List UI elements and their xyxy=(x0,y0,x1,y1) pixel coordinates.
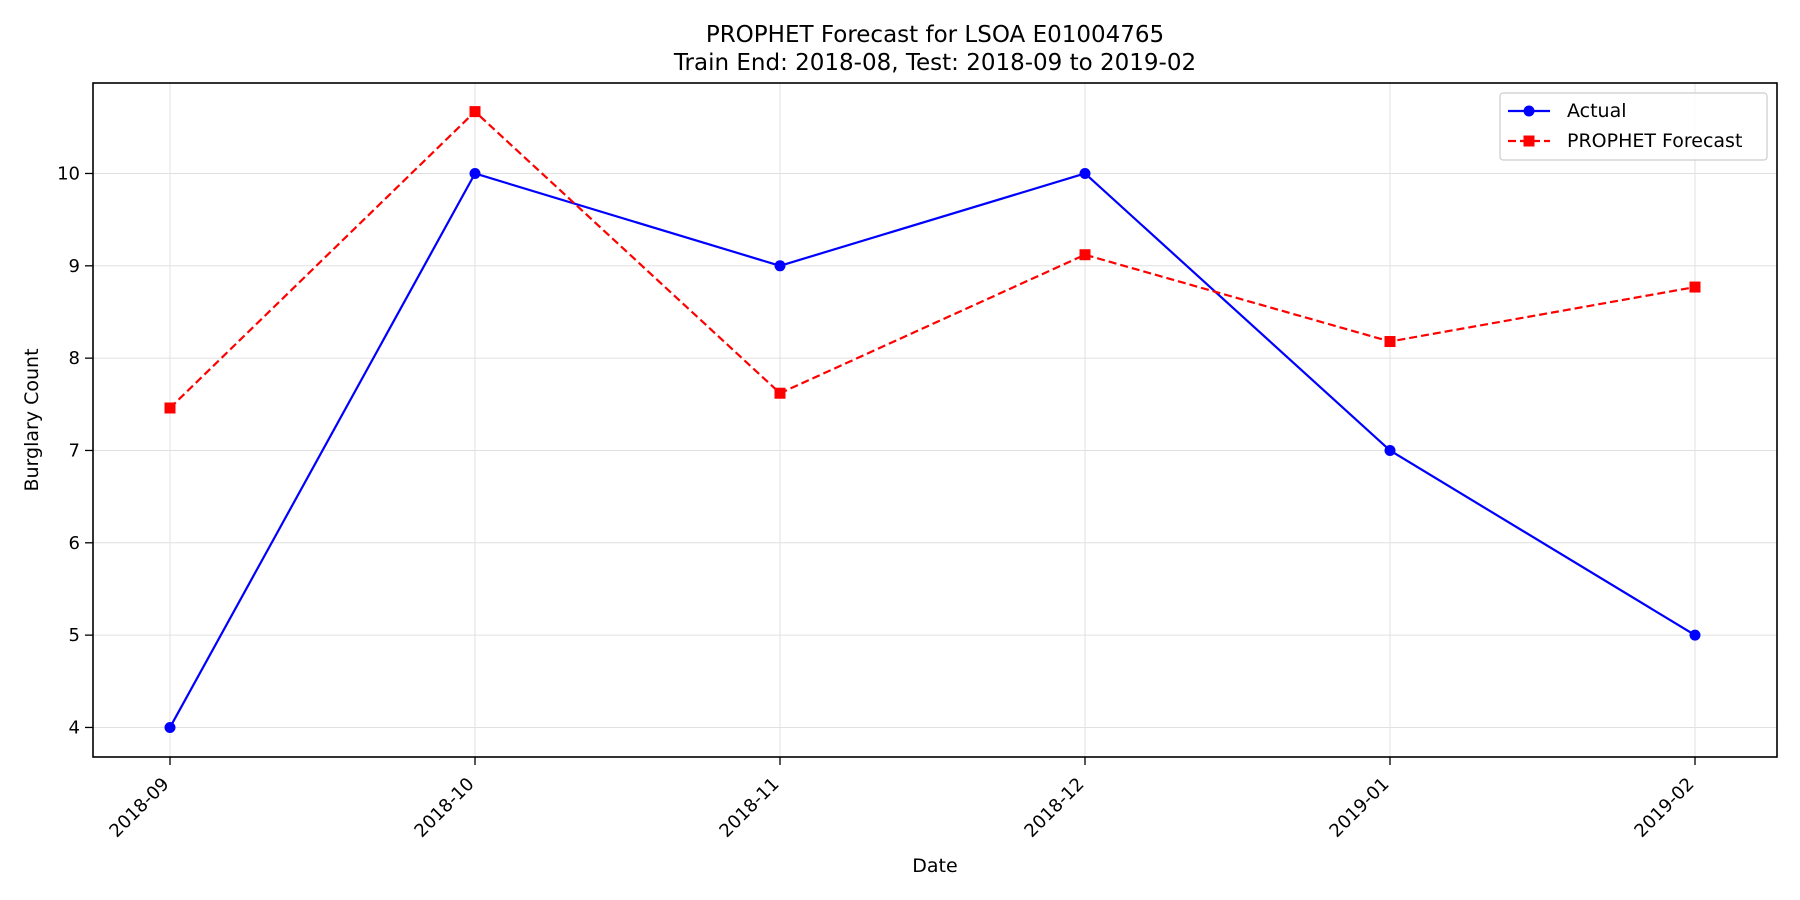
prophet-forecast-point xyxy=(164,402,176,414)
x-axis-label: Date xyxy=(912,855,957,877)
y-tick-label: 5 xyxy=(69,625,80,646)
prophet-forecast-point xyxy=(1689,281,1701,293)
actual-point xyxy=(1079,167,1091,179)
legend-actual-label: Actual xyxy=(1567,100,1627,122)
chart-subtitle: Train End: 2018-08, Test: 2018-09 to 201… xyxy=(673,50,1196,76)
legend-box xyxy=(1499,92,1768,161)
prophet-forecast-point xyxy=(774,387,786,399)
legend: Actual PROPHET Forecast xyxy=(1499,92,1768,161)
prophet-forecast-series-line xyxy=(169,110,1696,409)
y-axis-ticks: 4 5 6 7 8 9 10 xyxy=(57,163,93,738)
y-axis-label: Burglary Count xyxy=(21,348,43,491)
actual-point xyxy=(774,260,786,272)
plot-frame xyxy=(92,82,1778,758)
actual-point xyxy=(164,721,176,733)
legend-forecast-marker xyxy=(1523,135,1535,147)
legend-forecast-label: PROPHET Forecast xyxy=(1567,130,1742,152)
y-tick-label: 10 xyxy=(57,163,80,184)
prophet-forecast-point xyxy=(1079,249,1091,261)
y-tick-label: 6 xyxy=(69,533,80,554)
actual-series-line xyxy=(169,172,1696,728)
prophet-forecast-point xyxy=(1384,336,1396,348)
y-tick-label: 8 xyxy=(69,348,80,369)
y-tick-label: 9 xyxy=(69,256,80,277)
actual-point xyxy=(469,167,481,179)
legend-actual-marker xyxy=(1523,105,1535,117)
actual-point xyxy=(1384,444,1396,456)
series-layer xyxy=(164,106,1701,733)
chart-title: PROPHET Forecast for LSOA E01004765 xyxy=(706,22,1164,48)
actual-point xyxy=(1689,629,1701,641)
y-tick-label: 7 xyxy=(69,440,80,461)
y-tick-label: 4 xyxy=(69,717,80,738)
prophet-forecast-point xyxy=(469,106,481,118)
